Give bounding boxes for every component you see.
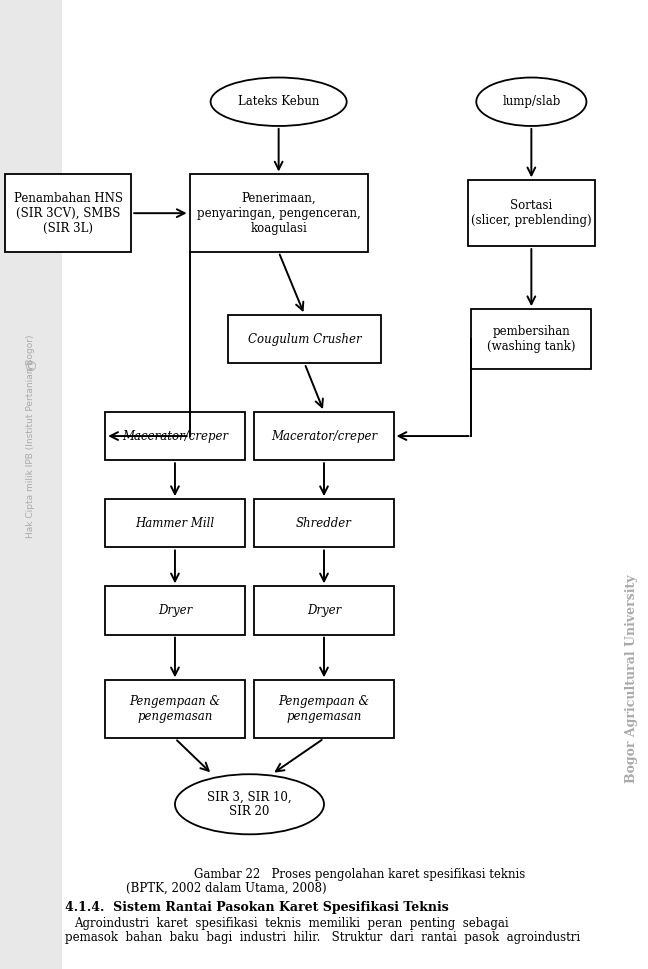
Text: Hak Cipta milik IPB (Institut Pertanian Bogor): Hak Cipta milik IPB (Institut Pertanian … [26,334,35,538]
Text: Dryer: Dryer [158,604,192,617]
Text: Sortasi
(slicer, preblending): Sortasi (slicer, preblending) [471,200,592,227]
FancyBboxPatch shape [254,680,394,738]
Text: 4.1.4.  Sistem Rantai Pasokan Karet Spesifikasi Teknis: 4.1.4. Sistem Rantai Pasokan Karet Spesi… [65,901,448,915]
Text: Bogor Agricultural University: Bogor Agricultural University [625,574,638,783]
FancyBboxPatch shape [254,586,394,635]
Text: pemasok  bahan  baku  bagi  industri  hilir.   Struktur  dari  rantai  pasok  ag: pemasok bahan baku bagi industri hilir. … [65,931,580,945]
Ellipse shape [175,774,324,834]
Text: Hammer Mill: Hammer Mill [135,516,214,530]
FancyBboxPatch shape [106,586,245,635]
FancyBboxPatch shape [468,180,594,246]
FancyBboxPatch shape [106,680,245,738]
FancyBboxPatch shape [0,0,62,969]
Text: Penambahan HNS
(SIR 3CV), SMBS
(SIR 3L): Penambahan HNS (SIR 3CV), SMBS (SIR 3L) [14,192,122,234]
FancyBboxPatch shape [106,499,245,547]
Text: Agroindustri  karet  spesifikasi  teknis  memiliki  peran  penting  sebagai: Agroindustri karet spesifikasi teknis me… [75,917,509,930]
FancyBboxPatch shape [189,174,368,252]
Ellipse shape [476,78,586,126]
FancyBboxPatch shape [106,412,245,460]
Text: ©: © [23,361,38,375]
FancyBboxPatch shape [471,309,591,369]
Text: (BPTK, 2002 dalam Utama, 2008): (BPTK, 2002 dalam Utama, 2008) [126,882,327,895]
Text: pembersihan
(washing tank): pembersihan (washing tank) [487,326,575,353]
Text: Pengempaan &
pengemasan: Pengempaan & pengemasan [130,696,220,723]
Ellipse shape [211,78,347,126]
Text: Cougulum Crusher: Cougulum Crusher [248,332,362,346]
Text: Macerator/creper: Macerator/creper [271,429,377,443]
Text: Dryer: Dryer [307,604,341,617]
Text: Lateks Kebun: Lateks Kebun [238,95,319,109]
FancyBboxPatch shape [228,315,380,363]
Text: Penerimaan,
penyaringan, pengenceran,
koagulasi: Penerimaan, penyaringan, pengenceran, ko… [197,192,360,234]
Text: Macerator/creper: Macerator/creper [122,429,228,443]
FancyBboxPatch shape [5,174,131,252]
Text: Pengempaan &
pengemasan: Pengempaan & pengemasan [279,696,369,723]
Text: Gambar 22   Proses pengolahan karet spesifikasi teknis: Gambar 22 Proses pengolahan karet spesif… [194,867,526,881]
FancyBboxPatch shape [254,412,394,460]
Text: lump/slab: lump/slab [502,95,561,109]
FancyBboxPatch shape [254,499,394,547]
Text: Shredder: Shredder [296,516,352,530]
Text: SIR 3, SIR 10,
SIR 20: SIR 3, SIR 10, SIR 20 [207,791,292,818]
